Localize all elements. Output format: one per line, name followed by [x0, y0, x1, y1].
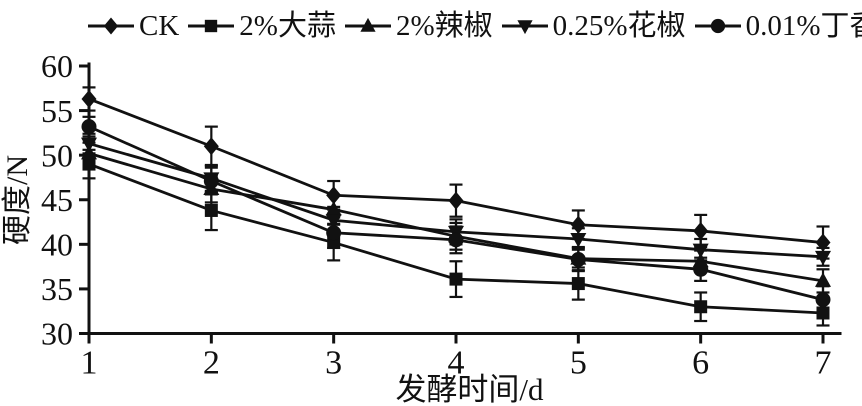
chart-legend: CK 2%大蒜 2%辣椒 0.25%花椒 0.01%丁香 [88, 4, 862, 48]
legend-item-0.25%花椒: 0.25%花椒 [501, 9, 686, 42]
series-markers-2%大蒜 [82, 157, 830, 320]
y-axis-ticks: 30 35 40 45 50 55 60 [41, 48, 89, 352]
y-tick-label: 60 [41, 48, 73, 84]
circle-icon [694, 18, 741, 34]
triangle-down-icon [501, 20, 548, 35]
series-markers-CK [81, 89, 831, 252]
y-tick-label: 40 [41, 227, 73, 263]
legend-item-0.01%丁香: 0.01%丁香 [694, 9, 862, 42]
x-tick-label: 3 [325, 345, 342, 382]
square-icon [188, 19, 235, 33]
y-tick-label: 45 [41, 182, 73, 218]
legend-item-2%辣椒: 2%辣椒 [344, 9, 493, 42]
legend-label: 2%辣椒 [395, 9, 493, 42]
diamond-icon [88, 17, 134, 35]
x-axis-ticks: 1 2 3 4 5 6 7 [81, 333, 832, 382]
x-tick-label: 5 [570, 345, 587, 382]
y-tick-label: 55 [41, 93, 73, 129]
x-tick-label: 7 [815, 345, 832, 382]
triangle-up-icon [344, 17, 391, 32]
y-tick-label: 30 [41, 316, 73, 352]
x-tick-label: 1 [81, 345, 98, 382]
legend-label: CK [139, 9, 180, 42]
legend-label: 0.01%丁香 [745, 9, 862, 42]
legend-item-2%大蒜: 2%大蒜 [188, 9, 336, 42]
x-tick-label: 4 [448, 345, 465, 382]
x-tick-label: 2 [203, 345, 220, 382]
y-axis-title: 硬度/N [1, 155, 34, 245]
legend-item-CK: CK [88, 9, 180, 42]
x-axis-title: 发酵时间/d [395, 372, 544, 406]
legend-label: 0.25%花椒 [552, 9, 686, 42]
axes [87, 62, 842, 335]
y-tick-label: 35 [41, 271, 73, 307]
y-tick-label: 50 [41, 137, 73, 173]
x-tick-label: 6 [692, 345, 709, 382]
legend-label: 2%大蒜 [239, 9, 336, 42]
series-markers-0.01%丁香 [81, 119, 831, 308]
